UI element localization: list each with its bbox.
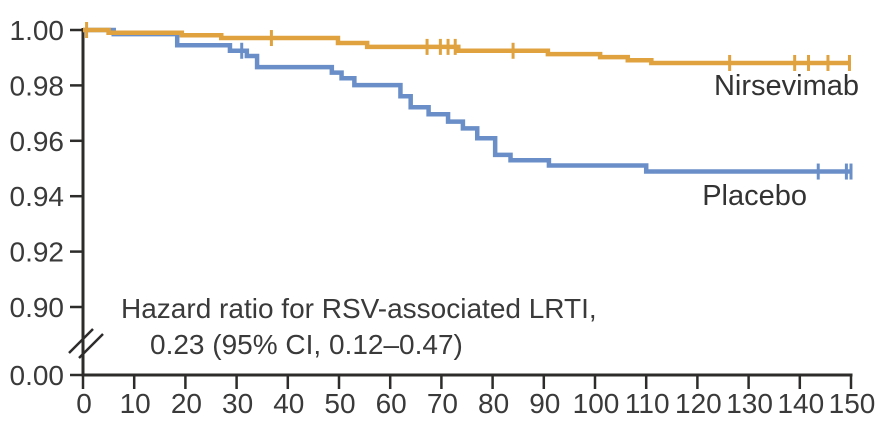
x-tick-label: 110: [625, 388, 670, 419]
x-tick-label: 10: [120, 388, 151, 419]
x-tick-label: 70: [427, 388, 458, 419]
hazard-ratio-line1: Hazard ratio for RSV-associated LRTI,: [121, 293, 597, 324]
x-tick-label: 20: [171, 388, 202, 419]
y-tick-label: 0.98: [10, 70, 65, 101]
x-tick-label: 120: [675, 388, 722, 419]
x-tick-label: 150: [829, 388, 876, 419]
y-tick-label-zero: 0.00: [10, 360, 65, 391]
x-tick-label: 90: [529, 388, 560, 419]
x-tick-label: 30: [222, 388, 253, 419]
x-tick-label: 40: [273, 388, 304, 419]
axis-break-slash: [78, 333, 104, 359]
y-tick-label: 0.92: [10, 237, 65, 268]
series-path-placebo: [83, 27, 851, 174]
x-tick-label: 50: [324, 388, 355, 419]
series-path-nirsevimab: [83, 27, 851, 66]
y-tick-label: 0.90: [10, 292, 65, 323]
axis-break-slash: [68, 328, 94, 354]
x-tick-label: 80: [478, 388, 509, 419]
series-label-nirsevimab: Nirsevimab: [713, 70, 859, 102]
y-tick-label: 1.00: [10, 15, 65, 46]
hazard-ratio-line2: 0.23 (95% CI, 0.12–0.47): [150, 329, 463, 360]
x-tick-label: 0: [76, 388, 92, 419]
x-tick-label: 130: [726, 388, 773, 419]
y-tick-label: 0.96: [10, 126, 65, 157]
y-tick-label: 0.94: [10, 181, 65, 212]
x-tick-label: 60: [376, 388, 407, 419]
x-tick-label: 140: [777, 388, 824, 419]
series-label-placebo: Placebo: [702, 180, 807, 212]
hazard-ratio-annotation: Hazard ratio for RSV-associated LRTI, 0.…: [121, 291, 597, 363]
x-tick-label: 100: [573, 388, 620, 419]
